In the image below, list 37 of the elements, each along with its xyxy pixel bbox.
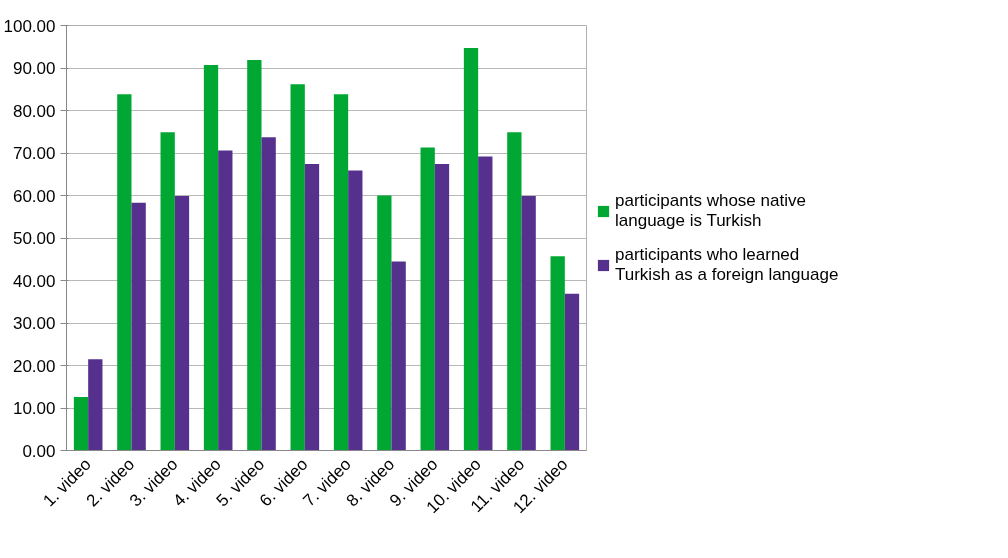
bar [131, 202, 146, 451]
bar [88, 359, 103, 451]
y-tick-label: 90.00 [12, 59, 56, 78]
bar [218, 150, 233, 451]
bar [420, 147, 435, 451]
bar [521, 195, 536, 451]
bar [73, 396, 89, 451]
bar [478, 156, 493, 451]
y-tick-label: 20.00 [12, 356, 56, 376]
y-tick-label: 0.00 [22, 441, 56, 461]
bar [117, 94, 132, 451]
bar [261, 137, 276, 451]
y-tick-label: 100.00 [3, 16, 56, 36]
bar [290, 84, 305, 451]
y-tick-label: 30.00 [12, 314, 56, 333]
y-tick-label: 80.00 [12, 101, 56, 121]
y-tick-label: 70.00 [12, 144, 56, 163]
legend-label: participants who learned Turkish as a foreign language [615, 244, 839, 285]
y-tick-label: 10.00 [12, 399, 56, 418]
bar [463, 48, 479, 451]
bar [174, 195, 190, 451]
y-tick-label: 50.00 [12, 229, 56, 248]
bar [160, 132, 175, 451]
y-tick-label: 40.00 [12, 271, 56, 291]
bar [550, 256, 565, 451]
bar [434, 164, 450, 451]
y-tick-label: 60.00 [12, 186, 56, 206]
bar [564, 293, 580, 451]
bar [333, 94, 349, 451]
bar [507, 132, 522, 451]
bar [348, 170, 363, 451]
bar [391, 261, 406, 451]
bar [304, 164, 320, 451]
bar [203, 65, 219, 451]
bar [377, 195, 392, 451]
bar [247, 59, 262, 451]
legend-label: participants whose native language is Turkish [615, 190, 806, 231]
